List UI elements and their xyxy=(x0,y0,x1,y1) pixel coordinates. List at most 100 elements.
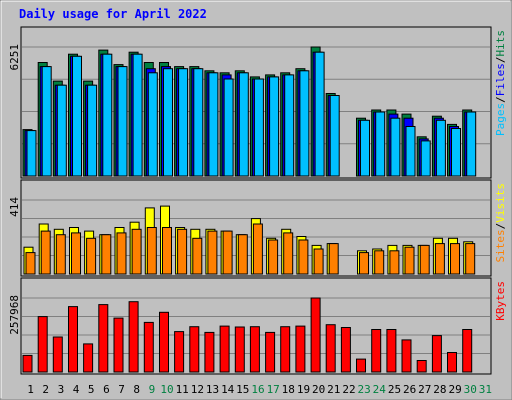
bar-pages-day-7 xyxy=(117,66,128,177)
bar-kbytes-day-18 xyxy=(280,326,291,373)
bar-sites-day-23 xyxy=(359,252,369,275)
legend-item: / xyxy=(494,96,507,103)
bar-pages-day-21 xyxy=(329,95,340,177)
panel-visits: 414 Sites/Visits xyxy=(8,179,507,277)
bar-kbytes-day-21 xyxy=(325,324,336,373)
series-sites xyxy=(25,223,476,275)
bar-pages-day-19 xyxy=(299,70,310,177)
bar-sites-day-8 xyxy=(131,228,142,275)
day-label: 29 xyxy=(448,383,461,396)
day-label: 16 xyxy=(251,383,264,396)
day-label: 6 xyxy=(103,383,110,396)
bar-pages-day-12 xyxy=(193,68,204,177)
bar-pages-day-18 xyxy=(284,74,295,177)
bar-sites-day-3 xyxy=(55,234,66,275)
panel-visits-ymax-label: 414 xyxy=(8,197,21,217)
bar-kbytes-day-9 xyxy=(143,321,154,373)
bar-sites-day-4 xyxy=(71,232,81,275)
day-label: 27 xyxy=(418,383,431,396)
bar-sites-day-17 xyxy=(268,239,279,275)
bar-pages-day-24 xyxy=(375,111,386,177)
bar-kbytes-day-17 xyxy=(265,331,276,373)
bar-pages-day-1 xyxy=(26,130,37,177)
day-label: 15 xyxy=(236,383,249,396)
bar-kbytes-day-19 xyxy=(295,325,306,373)
panel-kbytes: 257968 KBytes xyxy=(8,277,507,375)
bar-pages-day-11 xyxy=(178,68,189,177)
bar-pages-day-20 xyxy=(314,51,325,177)
day-axis: 1 2 3 4 5 6 7 8 9 10 11 12 13 14 15 16 17 18 19 20 21 22 23 24 2… xyxy=(27,383,492,396)
bar-kbytes-day-5 xyxy=(83,343,94,373)
bar-kbytes-day-22 xyxy=(340,327,351,373)
bar-pages-day-17 xyxy=(269,76,280,177)
bar-pages-day-29 xyxy=(451,128,461,177)
chart-panels: 6251Pages/Files/Hits414Sites/Visits25796… xyxy=(8,26,507,375)
legend-item: Pages xyxy=(494,103,507,136)
day-label: 7 xyxy=(118,383,125,396)
bar-kbytes-day-29 xyxy=(447,352,457,373)
bar-pages-day-26 xyxy=(405,126,416,177)
bar-kbytes-day-13 xyxy=(204,331,215,373)
bar-kbytes-day-16 xyxy=(249,326,260,373)
panel-visits-legend: Sites/Visits xyxy=(494,183,507,263)
bar-kbytes-day-28 xyxy=(431,335,442,373)
bar-sites-day-10 xyxy=(162,227,172,275)
bar-kbytes-day-30 xyxy=(462,329,473,373)
day-label: 20 xyxy=(312,383,325,396)
panel-kbytes-ymax-label: 257968 xyxy=(8,295,21,335)
bar-kbytes-day-4 xyxy=(68,306,78,373)
bar-sites-day-21 xyxy=(328,243,339,275)
bar-sites-day-16 xyxy=(252,223,263,275)
bar-sites-day-18 xyxy=(283,232,294,275)
bar-pages-day-16 xyxy=(253,78,264,177)
bar-pages-day-25 xyxy=(390,117,401,177)
bar-pages-day-28 xyxy=(435,119,446,177)
bar-kbytes-day-3 xyxy=(52,336,63,373)
bar-pages-day-5 xyxy=(87,84,98,177)
bar-kbytes-day-20 xyxy=(310,297,321,373)
legend-item: Sites xyxy=(494,229,507,262)
bar-kbytes-day-6 xyxy=(98,304,109,373)
legend-item: KBytes xyxy=(494,281,507,321)
bar-kbytes-day-8 xyxy=(128,301,139,373)
bar-kbytes-day-2 xyxy=(37,316,48,373)
bar-kbytes-day-26 xyxy=(401,339,412,373)
day-label: 30 xyxy=(464,383,477,396)
bar-sites-day-13 xyxy=(207,230,218,275)
panel-hits-ymax-label: 6251 xyxy=(8,44,21,71)
bar-pages-day-27 xyxy=(420,140,431,177)
day-label: 25 xyxy=(388,383,401,396)
bar-sites-day-19 xyxy=(298,239,309,275)
bar-pages-day-4 xyxy=(72,55,82,177)
bar-pages-day-30 xyxy=(466,111,477,177)
day-label: 13 xyxy=(206,383,219,396)
day-label: 3 xyxy=(58,383,65,396)
bar-kbytes-day-14 xyxy=(219,325,230,373)
bar-pages-day-14 xyxy=(223,78,234,177)
bar-sites-day-30 xyxy=(465,243,476,275)
bar-pages-day-13 xyxy=(208,72,219,177)
legend-item: Files xyxy=(494,63,507,96)
day-label: 5 xyxy=(88,383,95,396)
bar-pages-day-2 xyxy=(41,66,52,177)
bar-pages-day-15 xyxy=(238,72,249,177)
bar-sites-day-26 xyxy=(404,246,415,275)
bar-sites-day-24 xyxy=(374,250,385,275)
bar-kbytes-day-23 xyxy=(356,358,366,373)
day-label: 22 xyxy=(342,383,355,396)
day-label: 31 xyxy=(479,383,492,396)
bar-sites-day-20 xyxy=(313,248,324,275)
bar-kbytes-day-15 xyxy=(234,326,245,373)
bar-pages-day-10 xyxy=(163,68,173,177)
legend-item: / xyxy=(494,57,507,64)
day-label: 18 xyxy=(282,383,295,396)
bar-kbytes-day-7 xyxy=(113,317,124,373)
bar-sites-day-1 xyxy=(25,252,36,275)
bar-kbytes-day-24 xyxy=(371,329,382,373)
bar-pages-day-8 xyxy=(132,53,143,177)
bar-kbytes-day-10 xyxy=(159,311,169,373)
day-label: 12 xyxy=(191,383,204,396)
day-label: 14 xyxy=(221,383,235,396)
